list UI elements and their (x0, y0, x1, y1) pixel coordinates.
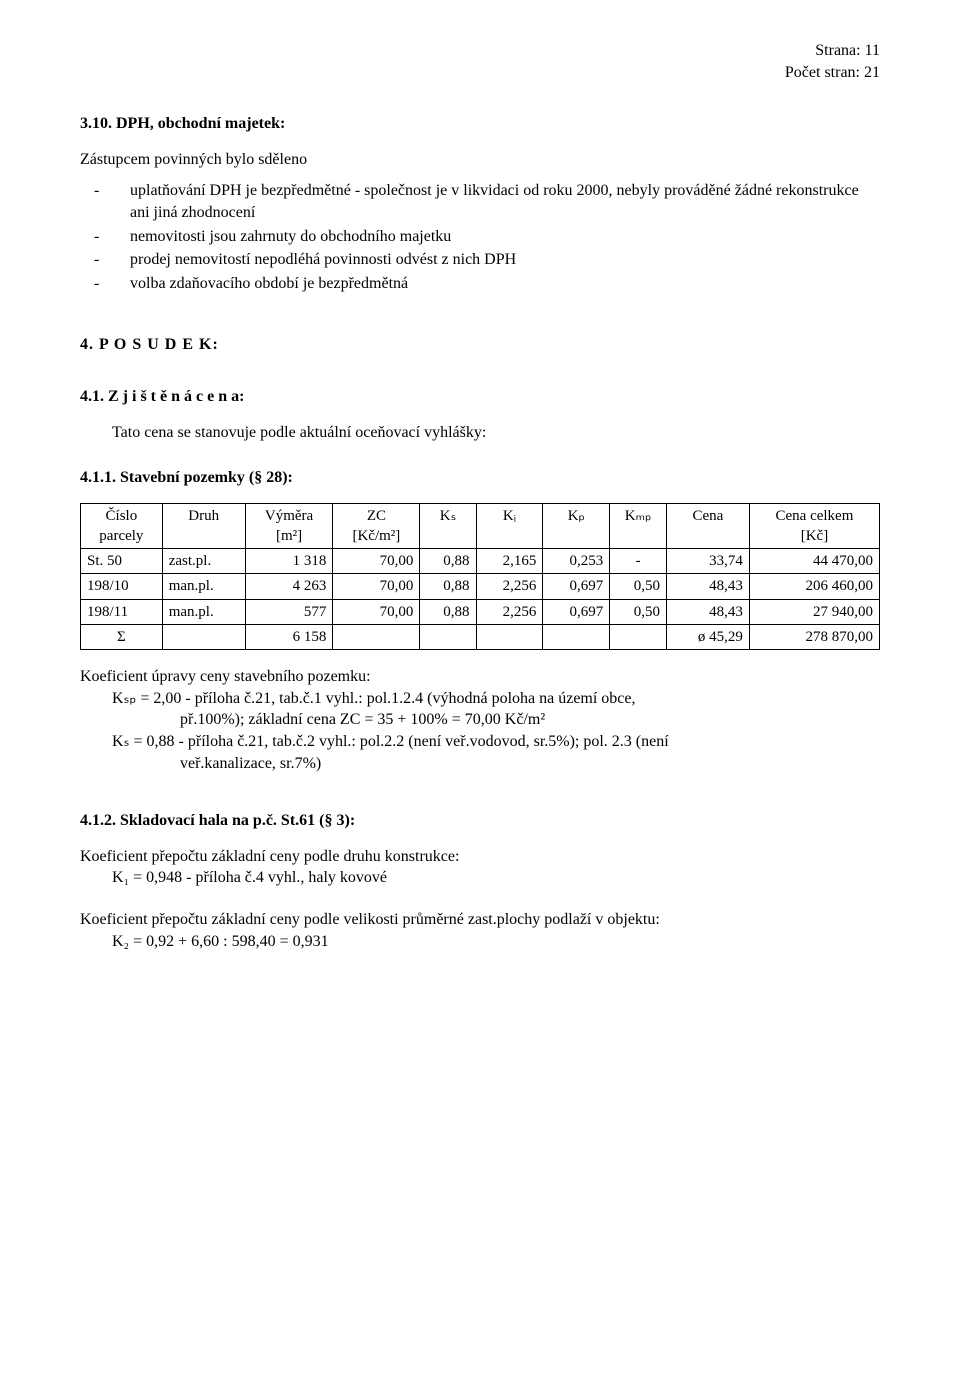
heading-4-1: 4.1. Z j i š t ě n á c e n a: (80, 386, 880, 408)
heading-3-10: 3.10. DPH, obchodní majetek: (80, 113, 880, 135)
coef-k2: K₂ = 0,92 + 6,60 : 598,40 = 0,931 (80, 931, 880, 953)
coef-p1-intro: Koeficient přepočtu základní ceny podle … (80, 846, 880, 868)
table-row: 198/10 man.pl. 4 263 70,00 0,88 2,256 0,… (81, 574, 880, 599)
coef-intro: Koeficient úpravy ceny stavebního pozemk… (80, 666, 880, 688)
heading-4-1-2: 4.1.2. Skladovací hala na p.č. St.61 (§ … (80, 810, 880, 832)
col-h: ZC[Kč/m²] (333, 503, 420, 549)
col-h: Kₘₚ (610, 503, 667, 549)
col-h: Cena celkem[Kč] (749, 503, 879, 549)
bullet-item: nemovitosti jsou zahrnuty do obchodního … (112, 226, 880, 248)
table-row: 198/11 man.pl. 577 70,00 0,88 2,256 0,69… (81, 599, 880, 624)
heading-4-1-1: 4.1.1. Stavební pozemky (§ 28): (80, 467, 880, 489)
page-pocet-stran: Počet stran: 21 (80, 62, 880, 84)
bullet-item: prodej nemovitostí nepodléhá povinnosti … (112, 249, 880, 271)
intro-4-1: Tato cena se stanovuje podle aktuální oc… (80, 422, 880, 444)
coef-ksp: Kₛₚ = 2,00 - příloha č.21, tab.č.1 vyhl.… (80, 688, 880, 710)
coef-ks-cont: veř.kanalizace, sr.7%) (80, 753, 880, 775)
coef-block-411: Koeficient úpravy ceny stavebního pozemk… (80, 666, 880, 774)
col-h: Výměra[m²] (245, 503, 333, 549)
table-body: St. 50 zast.pl. 1 318 70,00 0,88 2,165 0… (81, 549, 880, 650)
coef-ks: Kₛ = 0,88 - příloha č.21, tab.č.2 vyhl.:… (80, 731, 880, 753)
table-pozemky: Čísloparcely Druh Výměra[m²] ZC[Kč/m²] K… (80, 503, 880, 651)
bullet-item: uplatňování DPH je bezpředmětné - společ… (112, 180, 880, 223)
col-h: Čísloparcely (81, 503, 163, 549)
heading-4: 4. P O S U D E K: (80, 334, 880, 356)
col-h: Kᵢ (476, 503, 543, 549)
col-h: Kₚ (543, 503, 610, 549)
coef-k1: K₁ = 0,948 - příloha č.4 vyhl., haly kov… (80, 867, 880, 889)
page-strana: Strana: 11 (80, 40, 880, 62)
col-h: Cena (666, 503, 749, 549)
bullets-3-10: uplatňování DPH je bezpředmětné - společ… (80, 180, 880, 294)
coef-p2-intro: Koeficient přepočtu základní ceny podle … (80, 909, 880, 931)
page-header: Strana: 11 Počet stran: 21 (80, 40, 880, 83)
table-row-sum: Σ 6 158 ø 45,29 278 870,00 (81, 624, 880, 649)
col-h: Druh (162, 503, 245, 549)
table-header-row: Čísloparcely Druh Výměra[m²] ZC[Kč/m²] K… (81, 503, 880, 549)
table-row: St. 50 zast.pl. 1 318 70,00 0,88 2,165 0… (81, 549, 880, 574)
bullet-item: volba zdaňovacího období je bezpředmětná (112, 273, 880, 295)
intro-3-10: Zástupcem povinných bylo sděleno (80, 149, 880, 171)
col-h: Kₛ (420, 503, 476, 549)
coef-ksp-cont: př.100%); základní cena ZC = 35 + 100% =… (80, 709, 880, 731)
